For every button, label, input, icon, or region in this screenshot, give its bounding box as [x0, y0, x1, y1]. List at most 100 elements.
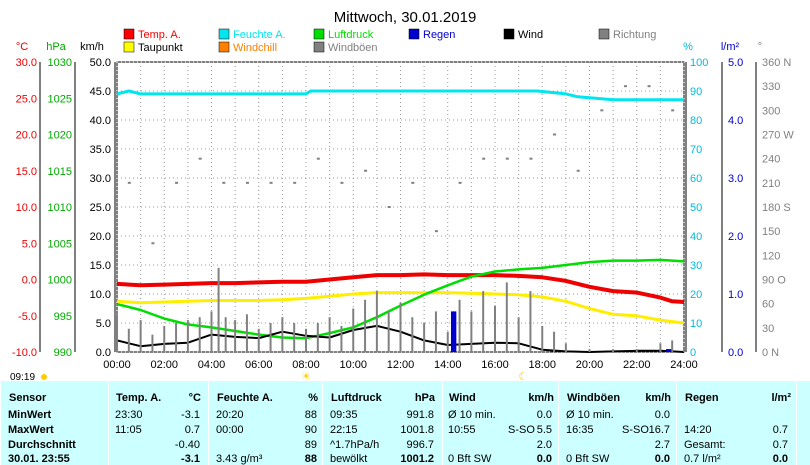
x-tick-label: 16:00: [481, 359, 509, 371]
table-cell-label: MinWert: [8, 409, 52, 421]
tick-label-hum: 20: [690, 289, 702, 301]
x-tick-label: 06:00: [245, 359, 273, 371]
x-tick-label: 12:00: [387, 359, 415, 371]
chart-axes: 30.025.020.015.010.05.00.0-5.0-10.010301…: [12, 57, 794, 371]
wind-direction-point: [434, 230, 438, 233]
table-cell-gust-t: Ø 10 min.: [566, 409, 614, 421]
table-cell-gust-t: 0 Bft SW: [566, 453, 610, 465]
legend-swatch: [123, 41, 135, 53]
table-cell-wind-t: 0 Bft SW: [448, 453, 492, 465]
stats-table: Sensor Temp. A. °C Feuchte A. % Luftdruc…: [0, 381, 810, 465]
header-sensor: Sensor: [9, 392, 47, 404]
wind-direction-point: [245, 181, 249, 184]
legend-label: Feuchte A.: [233, 29, 286, 41]
tick-label-wind: 0.0: [96, 347, 111, 359]
tick-label-dir: 120: [762, 250, 780, 262]
axis-unit-press: hPa: [46, 41, 66, 53]
legend-label: Windböen: [328, 42, 378, 54]
col-wind: Wind km/h: [442, 381, 559, 465]
table-cell-press-v: 1001.2: [400, 453, 434, 465]
header-hum: Feuchte A.: [217, 392, 273, 404]
tick-label-dir: 300: [762, 105, 780, 117]
table-cell-temp-v: -3.1: [181, 409, 200, 421]
tick-label-wind: 50.0: [90, 57, 111, 69]
tick-label-wind: 15.0: [90, 260, 111, 272]
axis-unit-rain: l/m²: [721, 41, 740, 53]
tick-label-wind: 10.0: [90, 289, 111, 301]
tick-label-dir: 180 S: [762, 202, 791, 214]
tick-label-hum: 60: [690, 173, 702, 185]
tick-label-wind: 25.0: [90, 202, 111, 214]
table-cell-wind-v: 0.0: [536, 453, 552, 465]
table-cell-gust-v: 16.7: [648, 424, 670, 436]
legend-label: Regen: [423, 29, 455, 41]
table-cell-hum-t: 20:20: [216, 409, 244, 421]
wind-direction-point: [623, 85, 627, 88]
wind-direction-point: [222, 181, 226, 184]
x-tick-label: 02:00: [150, 359, 178, 371]
tick-label-press: 1025: [48, 93, 72, 105]
legend-label: Wind: [518, 29, 543, 41]
wind-direction-point: [269, 181, 273, 184]
table-cell-gust-d: S-SO: [622, 424, 649, 436]
axis-unit-dir: °: [758, 41, 762, 53]
wind-direction-point: [482, 157, 486, 160]
legend-swatch: [598, 28, 610, 40]
series-line-feuchtea: [116, 89, 684, 102]
rain-bar: [665, 349, 669, 352]
tick-label-hum: 70: [690, 144, 702, 156]
sunset-icon: ☾: [518, 371, 528, 381]
table-cell-wind-v: 5.5: [536, 424, 552, 436]
x-tick-label: 04:00: [198, 359, 226, 371]
table-cell-press-v: 996.7: [406, 439, 434, 451]
legend-label: Windchill: [233, 42, 277, 54]
legend-label: Richtung: [613, 29, 656, 41]
table-cell-gust-t: 16:35: [566, 424, 594, 436]
header-rain: Regen: [685, 392, 719, 404]
table-cell-temp-t: 23:30: [115, 409, 143, 421]
header-press-unit: hPa: [414, 392, 435, 404]
chart-series: [116, 85, 685, 353]
tick-label-press: 1030: [48, 57, 72, 69]
x-tick-label: 10:00: [339, 359, 367, 371]
chart-title: Mittwoch, 30.01.2019: [334, 9, 477, 26]
rain-bar: [450, 311, 454, 352]
table-cell-press-v: 991.8: [406, 409, 434, 421]
tick-label-rain: 3.0: [728, 173, 743, 185]
wind-direction-point: [387, 206, 391, 208]
tick-label-dir: 210: [762, 178, 780, 190]
tick-label-hum: 100: [690, 57, 708, 69]
tick-label-hum: 90: [690, 86, 702, 98]
tick-label-wind: 30.0: [90, 173, 111, 185]
legend-label: Temp. A.: [138, 29, 181, 41]
tick-label-rain: 0.0: [728, 347, 743, 359]
x-tick-label: 14:00: [434, 359, 462, 371]
chart-legend: Temp. A. Feuchte A. Luftdruck Regen Wind Rich…: [123, 28, 656, 54]
series-line-taupunkt: [116, 291, 685, 325]
table-cell-wind-v: 0.0: [536, 409, 552, 421]
wind-direction-point: [600, 109, 604, 112]
tick-label-temp: 5.0: [22, 238, 37, 250]
table-cell-rain-t: 0.7 l/m²: [684, 453, 721, 465]
table-cell-temp-v: -0.40: [174, 439, 200, 451]
legend-swatch: [218, 41, 230, 53]
table-cell-press-t: ^1.7hPa/h: [330, 439, 380, 451]
tick-label-press: 995: [54, 311, 72, 323]
wind-direction-point: [505, 157, 509, 160]
rain-bar: [453, 311, 457, 352]
tick-label-temp: 30.0: [16, 57, 37, 69]
table-cell-press-v: 1001.8: [400, 424, 434, 436]
x-tick-label: 20:00: [576, 359, 604, 371]
tick-label-dir: 360 N: [762, 57, 791, 69]
legend-swatch: [313, 28, 325, 40]
tick-label-hum: 10: [690, 318, 702, 330]
tick-label-dir: 30: [762, 323, 774, 335]
header-wind: Wind: [449, 392, 476, 404]
x-tick-label: 08:00: [292, 359, 320, 371]
header-press: Luftdruck: [331, 392, 382, 404]
divider: [0, 380, 810, 381]
tick-label-temp: 10.0: [16, 202, 37, 214]
wind-direction-point: [364, 169, 368, 172]
wind-direction-point: [198, 157, 202, 160]
series-line-tempa: [116, 272, 685, 304]
